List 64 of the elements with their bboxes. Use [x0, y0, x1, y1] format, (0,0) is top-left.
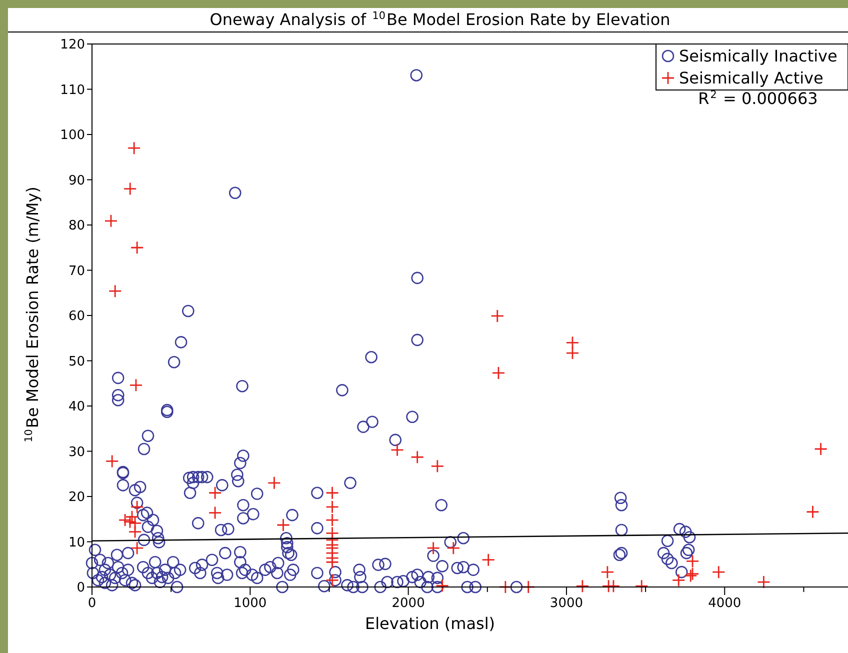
- point: [686, 554, 700, 568]
- point: [108, 284, 122, 298]
- point: [123, 515, 137, 529]
- y-tick-label: 30: [68, 444, 85, 460]
- point: [130, 541, 144, 555]
- point: [600, 565, 614, 579]
- y-tick-label: 0: [76, 580, 85, 596]
- point: [326, 574, 339, 587]
- x-tick-label: 3000: [550, 596, 584, 611]
- y-tick-label: 80: [68, 218, 85, 234]
- point: [276, 518, 290, 532]
- point: [410, 450, 424, 464]
- point: [606, 579, 620, 593]
- x-tick-label: 0: [88, 596, 96, 611]
- y-tick-label: 90: [68, 173, 85, 188]
- point: [672, 574, 686, 587]
- point: [130, 500, 144, 514]
- point: [208, 506, 222, 520]
- point: [814, 442, 828, 456]
- legend-label: Seismically Inactive: [679, 46, 838, 66]
- point: [482, 553, 496, 567]
- legend-label: Seismically Active: [679, 68, 824, 88]
- point: [123, 182, 137, 196]
- point: [130, 240, 144, 254]
- point: [390, 443, 404, 457]
- x-axis-title: Elevation (masl): [364, 614, 496, 633]
- y-tick-label: 50: [68, 354, 85, 370]
- point: [105, 454, 119, 468]
- point: [326, 500, 339, 514]
- point: [326, 486, 339, 500]
- y-tick-label: 10: [68, 535, 85, 550]
- point: [757, 575, 770, 589]
- point: [128, 525, 142, 538]
- point: [268, 476, 281, 490]
- point: [446, 541, 460, 555]
- y-tick-label: 100: [60, 128, 85, 144]
- y-tick-label: 40: [68, 400, 85, 415]
- point: [118, 513, 132, 527]
- point: [426, 541, 440, 555]
- point: [490, 309, 504, 323]
- x-tick-label: 4000: [708, 596, 742, 611]
- point: [576, 579, 590, 593]
- point: [326, 513, 339, 527]
- y-tick-label: 60: [68, 309, 85, 324]
- y-tick-label: 70: [68, 264, 85, 279]
- x-tick-label: 2000: [392, 596, 425, 611]
- point: [208, 486, 222, 500]
- point: [492, 366, 506, 380]
- y-tick-label: 20: [68, 490, 85, 506]
- point: [566, 346, 580, 360]
- point: [634, 579, 648, 593]
- point: [806, 505, 820, 519]
- point: [566, 336, 580, 350]
- point: [430, 459, 444, 473]
- point: [712, 565, 726, 579]
- y-tick-label: 110: [60, 82, 85, 98]
- point: [104, 214, 118, 228]
- point: [129, 378, 143, 392]
- annotation: R$^{2}$ = 0.000663: [698, 89, 818, 108]
- chart-title: Oneway Analysis of $^{10}$Be Model Erosion Rate by Elevation: [210, 10, 670, 29]
- x-tick-label: 1000: [234, 596, 267, 611]
- y-tick-label: 120: [60, 38, 85, 53]
- point: [127, 141, 141, 155]
- point: [436, 578, 450, 592]
